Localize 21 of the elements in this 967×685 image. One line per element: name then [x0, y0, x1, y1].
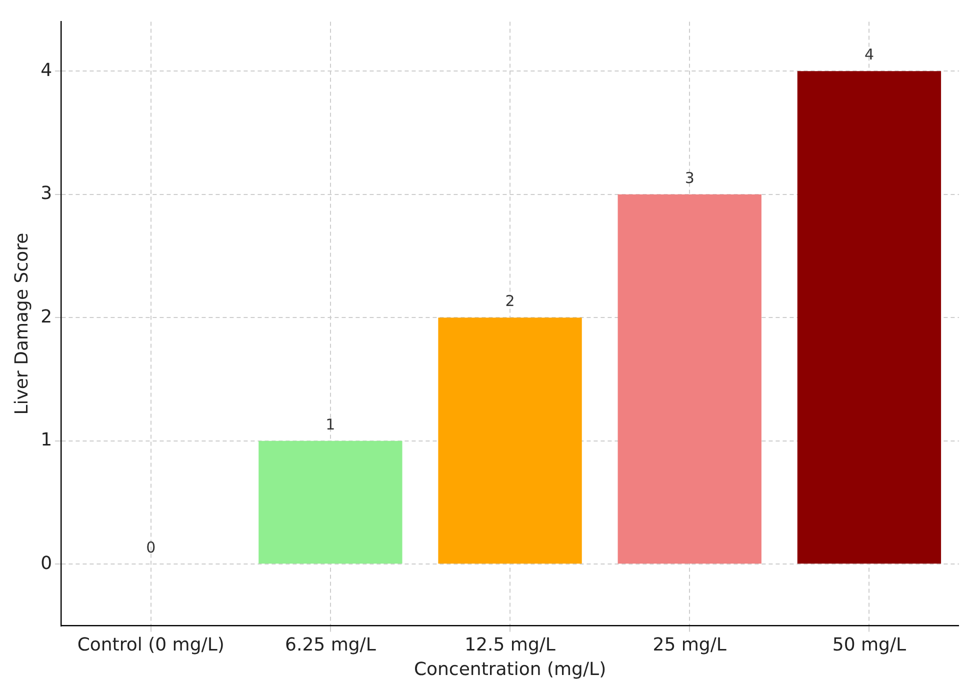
x-tick-label: 25 mg/L	[652, 634, 726, 656]
data-label: 4	[864, 45, 874, 64]
y-tick-label: 1	[40, 430, 52, 451]
y-tick-label: 4	[40, 60, 52, 81]
bar	[797, 71, 942, 564]
data-label: 2	[505, 292, 515, 310]
data-label: 0	[146, 538, 156, 557]
x-tick-label: 50 mg/L	[832, 634, 906, 656]
y-tick-label: 0	[40, 552, 52, 574]
data-label: 1	[326, 415, 336, 434]
x-tick-label: Control (0 mg/L)	[77, 634, 224, 656]
bar	[618, 194, 762, 564]
data-label: 3	[684, 168, 694, 187]
y-axis-title: Liver Damage Score	[11, 232, 32, 415]
x-tick-label: 12.5 mg/L	[464, 634, 556, 656]
x-axis-title: Concentration (mg/L)	[414, 658, 606, 680]
y-tick-label: 3	[40, 183, 52, 204]
bar	[438, 318, 582, 564]
bar	[258, 440, 402, 564]
x-tick-label: 6.25 mg/L	[285, 634, 376, 656]
y-tick-label: 2	[40, 306, 52, 328]
